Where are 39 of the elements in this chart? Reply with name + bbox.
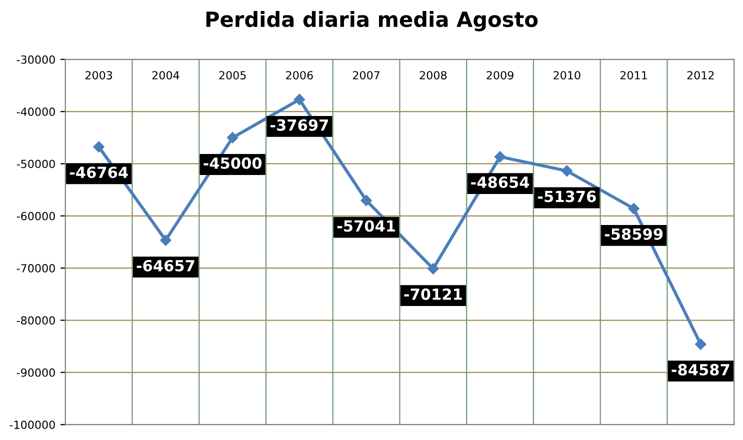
x-tick-label: 2009 [486,71,514,80]
point [494,151,506,162]
data-label: -48654 [471,176,530,188]
y-tick-label: -90000 [16,368,55,377]
data-label: -64657 [136,260,194,272]
y-tick-label: -80000 [16,316,55,325]
point [561,165,573,177]
y-tick-label: -50000 [16,160,55,168]
data-label: -46764 [70,166,128,178]
x-tick-label: 2007 [352,71,380,80]
point [294,94,306,106]
x-tick-label: 2012 [687,71,714,80]
point [695,338,706,350]
x-tick-label: 2008 [420,71,447,80]
data-label: -57041 [337,220,395,232]
x-tick-label: 2010 [554,71,580,80]
point [226,132,238,144]
y-tick-label: -30000 [16,55,55,64]
point [428,263,439,274]
y-tick-label: -100000 [10,420,55,429]
data-label: -70121 [404,288,462,300]
x-tick-label: 2005 [219,71,246,80]
chart-title: Perdida diaria media Agosto [206,11,538,32]
y-tick-label: -40000 [16,108,55,116]
data-label: -45000 [204,157,262,169]
y-tick-label: -60000 [16,212,55,220]
x-tick-label: 2003 [85,71,112,80]
point [160,234,172,246]
x-tick-label: 2006 [286,71,313,80]
data-label: -51376 [538,190,596,202]
data-label: -84587 [672,364,730,376]
point [93,141,104,152]
x-tick-label: 2011 [620,71,647,80]
data-label: -58599 [604,228,663,240]
x-tick-label: 2004 [152,71,180,80]
data-label: -37697 [270,119,328,131]
point [628,203,640,214]
y-tick-label: -70000 [16,264,55,272]
point [360,194,372,206]
